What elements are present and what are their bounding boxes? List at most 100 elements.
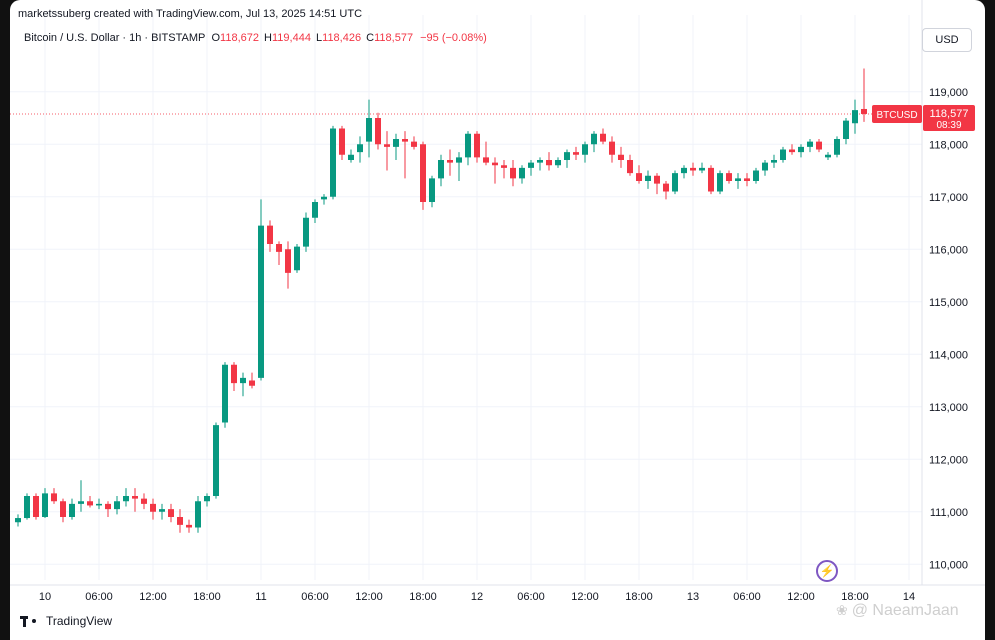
candle-body [582, 144, 588, 155]
candle-body [780, 149, 786, 160]
x-tick-label: 18:00 [841, 591, 869, 603]
y-tick-label: 112,000 [929, 454, 968, 466]
candle-body [132, 496, 138, 499]
candle-body [249, 380, 255, 386]
candle-body [168, 509, 174, 517]
candle-body [771, 160, 777, 163]
candle-body [150, 503, 156, 512]
x-tick-label: 12:00 [787, 591, 815, 603]
candle-body [672, 173, 678, 192]
candle-body [474, 133, 480, 158]
candle-body [69, 503, 75, 517]
candle-body [699, 167, 705, 171]
candle-body [375, 118, 381, 145]
candle-body [24, 496, 30, 519]
candle-body [528, 162, 534, 168]
watermark-icon: ❀ [836, 602, 848, 618]
candle-body [60, 501, 66, 517]
candle-body [654, 175, 660, 184]
candle-body [708, 167, 714, 192]
candle-body [321, 196, 327, 200]
symbol-name[interactable]: Bitcoin / U.S. Dollar · 1h · BITSTAMP [24, 32, 206, 44]
x-tick-label: 14 [903, 591, 915, 603]
candle-body [78, 501, 84, 504]
candle-body [519, 167, 525, 179]
low-value: 118,426 [322, 32, 362, 44]
candle-body [51, 493, 57, 502]
x-tick-label: 18:00 [409, 591, 437, 603]
candle-body [573, 152, 579, 155]
candle-body [717, 173, 723, 192]
price-tag-bg [923, 104, 975, 131]
candle-body [105, 503, 111, 510]
candle-body [213, 425, 219, 496]
x-tick-label: 06:00 [85, 591, 113, 603]
candle-body [816, 141, 822, 150]
candle-body [456, 157, 462, 163]
candle-body [330, 128, 336, 197]
tradingview-icon [20, 615, 38, 627]
candle-body [303, 217, 309, 247]
candle-body [825, 154, 831, 158]
candle-body [312, 202, 318, 218]
y-tick-label: 116,000 [929, 244, 968, 256]
candle-body [276, 244, 282, 252]
y-tick-label: 110,000 [929, 559, 968, 571]
candle-body [483, 157, 489, 163]
tradingview-logo[interactable]: TradingView [20, 614, 112, 628]
candle-body [204, 496, 210, 502]
candle-body [294, 246, 300, 271]
x-tick-label: 12 [471, 591, 483, 603]
high-value: 119,444 [272, 32, 311, 44]
candle-body [141, 498, 147, 504]
candle-body [735, 178, 741, 181]
candle-body [42, 493, 48, 517]
x-tick-label: 06:00 [733, 591, 761, 603]
candle-body [357, 144, 363, 153]
x-tick-label: 12:00 [139, 591, 167, 603]
candle-body [438, 160, 444, 179]
x-tick-label: 11 [255, 591, 266, 603]
candle-body [33, 496, 39, 517]
candle-body [339, 128, 345, 155]
y-tick-label: 117,000 [929, 192, 968, 204]
candle-body [87, 501, 93, 506]
candle-body [690, 167, 696, 171]
chart-frame: 110,000 111,000 112,000 113,000 114,000 115,0… [10, 0, 985, 640]
x-tick-label: 06:00 [517, 591, 545, 603]
replay-icon[interactable]: ⚡ [816, 560, 838, 582]
candle-body [726, 173, 732, 181]
candle-body [267, 225, 273, 244]
candle-body [285, 249, 291, 273]
candle-body [645, 175, 651, 181]
candle-body [222, 364, 228, 423]
price-tag-price: 118,577 [930, 108, 969, 120]
candle-body [501, 165, 507, 168]
candle-body [627, 160, 633, 174]
candle-body [663, 183, 669, 192]
candle-body [492, 162, 498, 166]
candle-body [195, 501, 201, 528]
x-tick-label: 18:00 [625, 591, 653, 603]
candle-body [537, 160, 543, 163]
candlestick-chart[interactable]: 110,000 111,000 112,000 113,000 114,000 115,0… [10, 0, 985, 640]
tradingview-brand: TradingView [46, 614, 113, 628]
open-label: O [211, 32, 221, 44]
currency-button[interactable]: USD [922, 28, 972, 52]
candle-body [393, 139, 399, 147]
open-value: 118,672 [220, 32, 259, 44]
candle-body [258, 225, 264, 378]
candle-body [420, 144, 426, 202]
candle-body [609, 141, 615, 155]
candle-body [753, 170, 759, 181]
price-tag-symbol-bg [872, 104, 922, 123]
y-tick-label: 115,000 [929, 297, 968, 309]
x-tick-label: 10 [39, 591, 51, 603]
candle-body [807, 141, 813, 147]
price-tag-symbol: BTCUSD [876, 110, 917, 121]
x-tick-label: 13 [687, 591, 699, 603]
candle-body [366, 118, 372, 142]
candle-body [186, 524, 192, 528]
watermark-text: @ NaeamJaan [851, 602, 959, 619]
candle-body [114, 501, 120, 510]
